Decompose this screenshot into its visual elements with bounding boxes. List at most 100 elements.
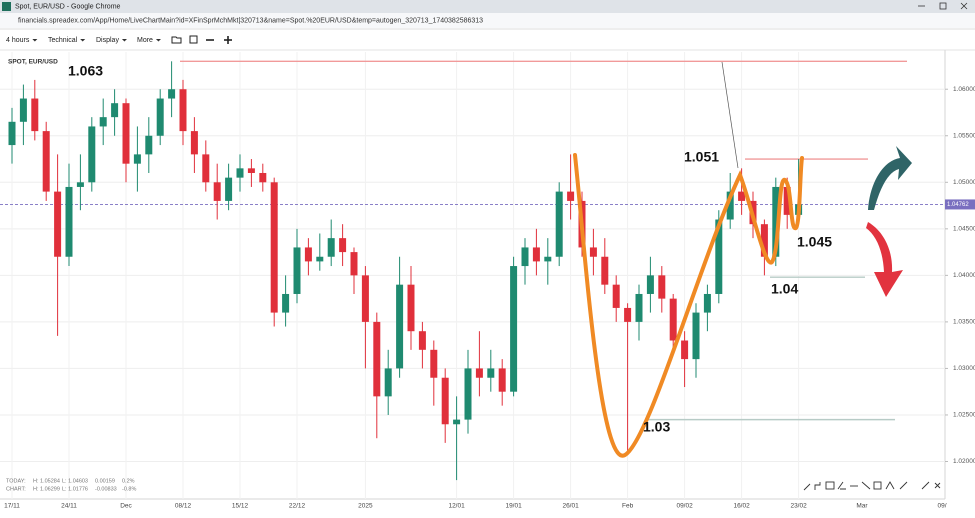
candle-body	[407, 284, 415, 332]
candle-body	[31, 98, 39, 132]
dropdown-caret	[80, 39, 86, 42]
candle-body	[453, 419, 461, 425]
window-controls[interactable]	[918, 2, 968, 10]
toolbar-menu[interactable]: Display	[96, 37, 119, 44]
url: financials.spreadex.com/App/Home/LiveCha…	[18, 17, 483, 24]
x-tick-label: 09/02	[676, 503, 693, 510]
x-tick-label: 17/11	[4, 503, 20, 510]
stat: L: 1.01776	[62, 486, 88, 492]
candle-body	[202, 154, 210, 183]
candle-body	[703, 293, 711, 313]
candle-body	[122, 103, 130, 164]
candle-body	[350, 252, 358, 276]
toolbar-menu[interactable]: Technical	[48, 37, 78, 44]
x-tick-label: 22/12	[289, 503, 306, 510]
candle-body	[282, 293, 290, 313]
candle-body	[681, 340, 689, 360]
y-tick-label: 1.03000	[953, 365, 975, 372]
toolbar: 4 hours Technical Display More	[6, 37, 161, 44]
address-bar[interactable]	[0, 13, 975, 28]
candle-body	[521, 247, 529, 267]
annotation: 1.045	[797, 234, 832, 250]
candle-body	[8, 121, 16, 146]
candle-body	[658, 275, 666, 299]
candle-body	[567, 191, 575, 201]
drawing-tools[interactable]	[803, 481, 941, 491]
candle-body	[760, 224, 768, 257]
candle-body	[145, 135, 153, 155]
candle-body	[213, 182, 221, 201]
stat: CHART:	[6, 486, 26, 492]
candle-body	[133, 154, 141, 164]
annotation: 1.063	[68, 63, 103, 79]
candle-body	[418, 331, 426, 350]
toolbar-icons[interactable]	[171, 35, 232, 44]
candle-body	[692, 312, 700, 360]
stat: H: 1.05284	[33, 478, 60, 484]
candle-body	[555, 191, 563, 257]
candle-body	[783, 186, 791, 215]
candle-body	[293, 247, 301, 294]
candle-body	[179, 89, 187, 132]
candle-body	[772, 186, 780, 257]
candle-body	[168, 89, 176, 99]
x-tick-label: Dec	[120, 503, 132, 510]
price-tag	[945, 199, 975, 210]
stats: TODAY: H: 1.05284 L: 1.04603 0.00159 0.2% CHA…	[6, 478, 136, 492]
candle-body	[396, 284, 404, 369]
candle-body	[65, 186, 73, 257]
toolbar-menu[interactable]: 4 hours	[6, 37, 30, 44]
candle-body	[339, 238, 347, 253]
window-title: Spot, EUR/USD - Google Chrome	[15, 3, 121, 10]
candle-body	[156, 98, 164, 136]
candle-body	[430, 349, 438, 378]
y-tick-label: 1.05500	[953, 132, 975, 139]
candle-body	[532, 247, 540, 262]
x-tick-label: Feb	[622, 503, 634, 510]
x-tick-label: 12/01	[448, 503, 465, 510]
candle-body	[327, 238, 335, 257]
x-tick-label: 19/01	[505, 503, 522, 510]
candle-body	[601, 256, 609, 285]
stat: 0.00159	[95, 478, 115, 484]
dropdown-caret	[32, 39, 38, 42]
candle-body	[624, 307, 632, 322]
stat: H: 1.06299	[33, 486, 60, 492]
candle-body	[715, 219, 723, 294]
candle-body	[225, 177, 233, 201]
candle-body	[76, 182, 84, 187]
candle-body	[635, 293, 643, 322]
x-tick-label: 09/	[937, 503, 946, 510]
plot: 1.02000 1.02500 1.03000 1.03500 1.04000 1.045…	[0, 50, 975, 510]
dropdown-caret	[121, 39, 127, 42]
stat: 0.2%	[122, 478, 135, 484]
candle-body	[589, 247, 597, 257]
candle-body	[384, 368, 392, 397]
candle-body	[190, 131, 198, 155]
candle-body	[99, 117, 107, 127]
annotation: 1.051	[684, 149, 719, 165]
candle-body	[738, 191, 746, 201]
toolbar-menu[interactable]: More	[137, 37, 153, 44]
candle-body	[498, 368, 506, 392]
title-bar	[0, 0, 975, 13]
candle-body	[316, 256, 324, 262]
y-tick-label: 1.03500	[953, 319, 975, 326]
candle-body	[373, 321, 381, 397]
candle-body	[236, 168, 244, 178]
pointer-line	[721, 61, 739, 169]
stat: -0.8%	[122, 486, 136, 492]
candle-body	[726, 191, 734, 220]
candle-body	[669, 298, 677, 341]
x-tick-label: Mar	[856, 503, 868, 510]
candle-body	[646, 275, 654, 294]
candle-body	[612, 284, 620, 308]
candle-body	[361, 275, 369, 322]
down-arrow	[866, 222, 903, 297]
drawn-pattern	[573, 153, 804, 458]
y-tick-label: 1.04000	[953, 272, 975, 279]
candle-body	[42, 131, 50, 192]
x-tick-label: 24/11	[61, 503, 77, 510]
